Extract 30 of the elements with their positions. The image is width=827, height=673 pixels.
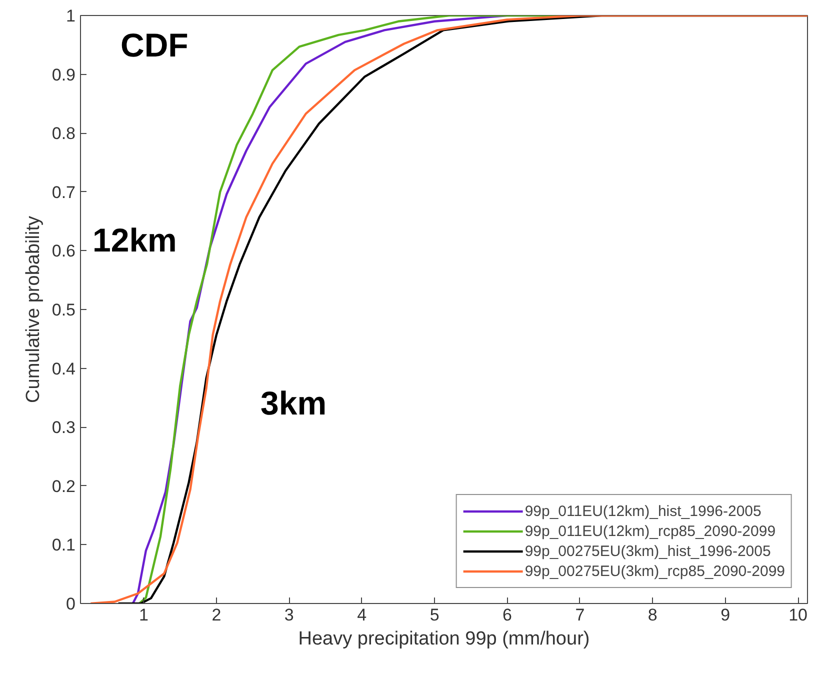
x-tick-label: 3 bbox=[284, 606, 294, 624]
legend-label: 99p_00275EU(3km)_rcp85_2090-2099 bbox=[524, 562, 785, 580]
y-tick-label: 0.3 bbox=[52, 418, 76, 438]
annotation: CDF bbox=[120, 26, 188, 64]
x-tick-label: 8 bbox=[648, 606, 658, 624]
x-tick-label: 1 bbox=[139, 606, 148, 624]
y-tick-label: 0 bbox=[66, 594, 76, 614]
y-axis-title: Cumulative probability bbox=[22, 216, 44, 403]
x-tick-label: 7 bbox=[575, 606, 585, 624]
y-tick-label: 1 bbox=[66, 6, 76, 26]
x-tick-label: 9 bbox=[720, 606, 730, 624]
x-tick-label: 5 bbox=[430, 606, 440, 624]
annotation: 12km bbox=[92, 222, 177, 258]
y-tick-label: 0.5 bbox=[52, 300, 76, 320]
x-tick-label: 10 bbox=[788, 606, 808, 624]
y-tick-label: 0.1 bbox=[52, 536, 76, 555]
x-tick-label: 2 bbox=[212, 606, 222, 624]
x-tick-label: 4 bbox=[357, 606, 367, 624]
y-tick-label: 0.9 bbox=[52, 65, 76, 84]
y-tick-label: 0.7 bbox=[52, 182, 76, 202]
y-tick-label: 0.8 bbox=[52, 124, 76, 144]
annotation: 3km bbox=[260, 384, 327, 422]
x-tick-label: 6 bbox=[502, 606, 512, 624]
legend-label: 99p_00275EU(3km)_hist_1996-2005 bbox=[524, 542, 771, 560]
y-tick-label: 0.4 bbox=[52, 359, 76, 378]
y-tick-label: 0.6 bbox=[52, 242, 76, 261]
x-axis-title: Heavy precipitation 99p (mm/hour) bbox=[298, 628, 590, 650]
y-tick-label: 0.2 bbox=[52, 476, 76, 496]
legend-label: 99p_011EU(12km)_rcp85_2090-2099 bbox=[524, 522, 776, 540]
legend-label: 99p_011EU(12km)_hist_1996-2005 bbox=[524, 502, 762, 520]
